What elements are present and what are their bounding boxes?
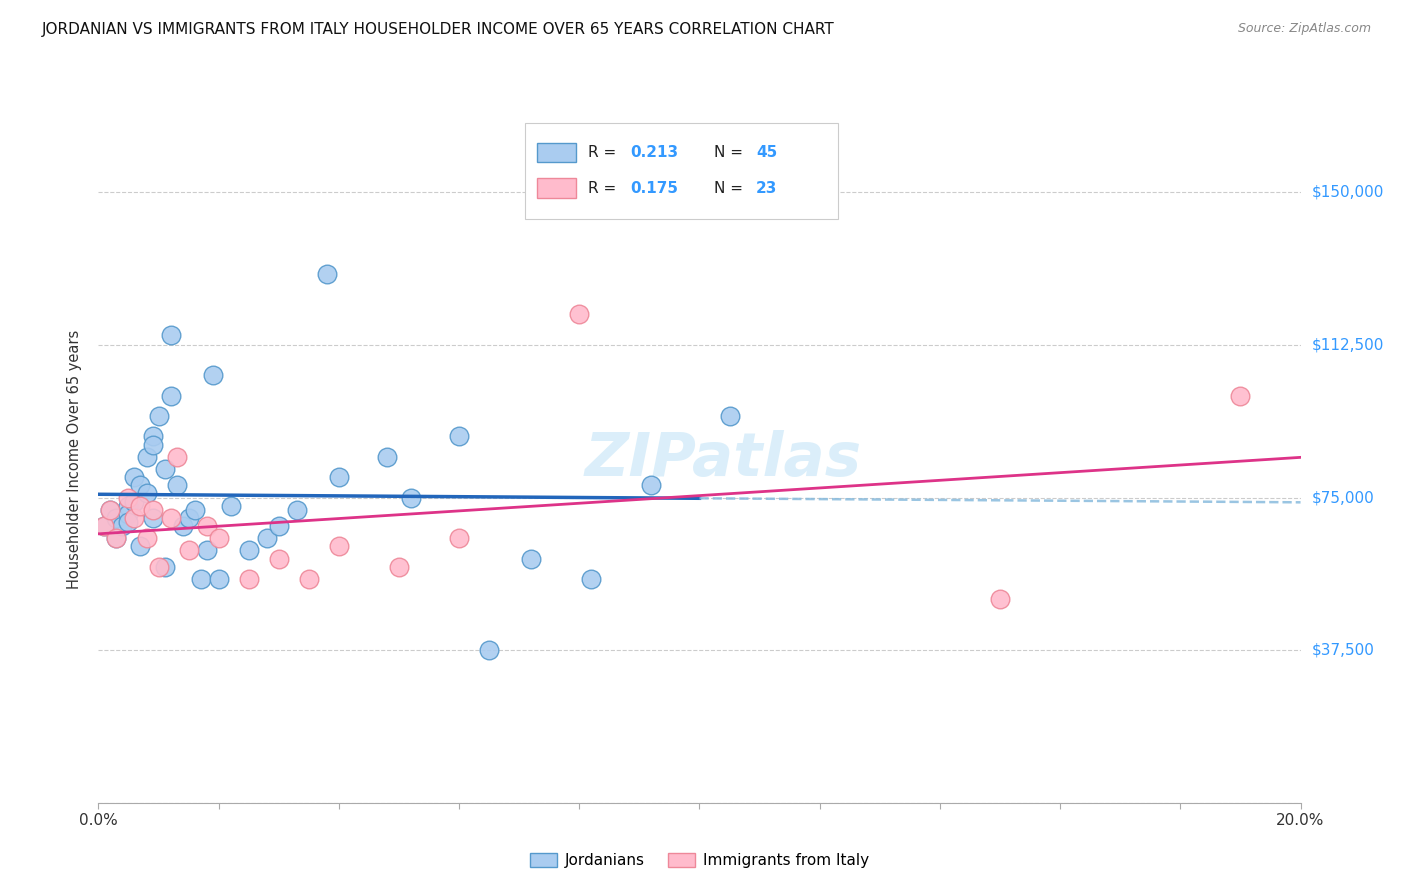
Point: [315, 267, 337, 281]
Text: Source: ZipAtlas.com: Source: ZipAtlas.com: [1237, 22, 1371, 36]
Point: [117, 507, 139, 521]
Text: R =: R =: [588, 145, 621, 160]
Point: [238, 572, 260, 586]
Point: [520, 551, 543, 566]
Text: 23: 23: [756, 180, 778, 195]
Point: [141, 429, 163, 443]
Point: [256, 531, 278, 545]
Point: [267, 551, 290, 566]
Point: [172, 519, 194, 533]
Text: $37,500: $37,500: [1312, 642, 1375, 657]
FancyBboxPatch shape: [537, 143, 575, 162]
Text: R =: R =: [588, 180, 621, 195]
Point: [124, 494, 146, 508]
Point: [195, 519, 218, 533]
Text: 45: 45: [756, 145, 778, 160]
Y-axis label: Householder Income Over 65 years: Householder Income Over 65 years: [67, 330, 83, 589]
Point: [105, 531, 128, 545]
Point: [267, 519, 290, 533]
Point: [166, 478, 188, 492]
Legend: Jordanians, Immigrants from Italy: Jordanians, Immigrants from Italy: [523, 847, 876, 874]
Point: [135, 486, 157, 500]
Point: [105, 511, 128, 525]
Point: [718, 409, 741, 424]
Text: N =: N =: [714, 180, 748, 195]
Point: [399, 491, 422, 505]
Point: [988, 592, 1011, 607]
Point: [298, 572, 321, 586]
Text: 0.175: 0.175: [630, 180, 678, 195]
Point: [117, 515, 139, 529]
Point: [238, 543, 260, 558]
Point: [159, 389, 181, 403]
Point: [447, 429, 470, 443]
Point: [129, 478, 152, 492]
FancyBboxPatch shape: [526, 123, 838, 219]
Point: [100, 502, 122, 516]
Point: [153, 462, 176, 476]
Point: [375, 450, 398, 464]
Point: [129, 499, 152, 513]
FancyBboxPatch shape: [537, 178, 575, 198]
Point: [208, 531, 231, 545]
Point: [285, 502, 308, 516]
Point: [208, 572, 231, 586]
Point: [166, 450, 188, 464]
Point: [135, 531, 157, 545]
Point: [201, 368, 224, 383]
Point: [129, 540, 152, 554]
Point: [219, 499, 242, 513]
Point: [195, 543, 218, 558]
Text: $112,500: $112,500: [1312, 337, 1384, 352]
Text: ZIPatlas: ZIPatlas: [585, 430, 862, 489]
Point: [124, 470, 146, 484]
Point: [148, 559, 170, 574]
Point: [447, 531, 470, 545]
Point: [93, 519, 115, 533]
Point: [141, 437, 163, 451]
Text: JORDANIAN VS IMMIGRANTS FROM ITALY HOUSEHOLDER INCOME OVER 65 YEARS CORRELATION : JORDANIAN VS IMMIGRANTS FROM ITALY HOUSE…: [42, 22, 835, 37]
Point: [141, 511, 163, 525]
Point: [135, 450, 157, 464]
Point: [640, 478, 662, 492]
Text: 0.213: 0.213: [630, 145, 678, 160]
Point: [93, 519, 115, 533]
Point: [1229, 389, 1251, 403]
Point: [153, 559, 176, 574]
Point: [183, 502, 205, 516]
Point: [105, 531, 128, 545]
Text: $75,000: $75,000: [1312, 490, 1375, 505]
Point: [117, 491, 139, 505]
Point: [568, 307, 591, 321]
Point: [117, 499, 139, 513]
Point: [124, 511, 146, 525]
Point: [177, 543, 200, 558]
Point: [148, 409, 170, 424]
Text: N =: N =: [714, 145, 748, 160]
Point: [159, 511, 181, 525]
Point: [159, 327, 181, 342]
Point: [478, 643, 501, 657]
Point: [177, 511, 200, 525]
Point: [328, 470, 350, 484]
Point: [190, 572, 212, 586]
Point: [581, 572, 603, 586]
Point: [100, 502, 122, 516]
Point: [328, 540, 350, 554]
Text: $150,000: $150,000: [1312, 185, 1384, 200]
Point: [141, 502, 163, 516]
Point: [111, 519, 134, 533]
Point: [388, 559, 411, 574]
